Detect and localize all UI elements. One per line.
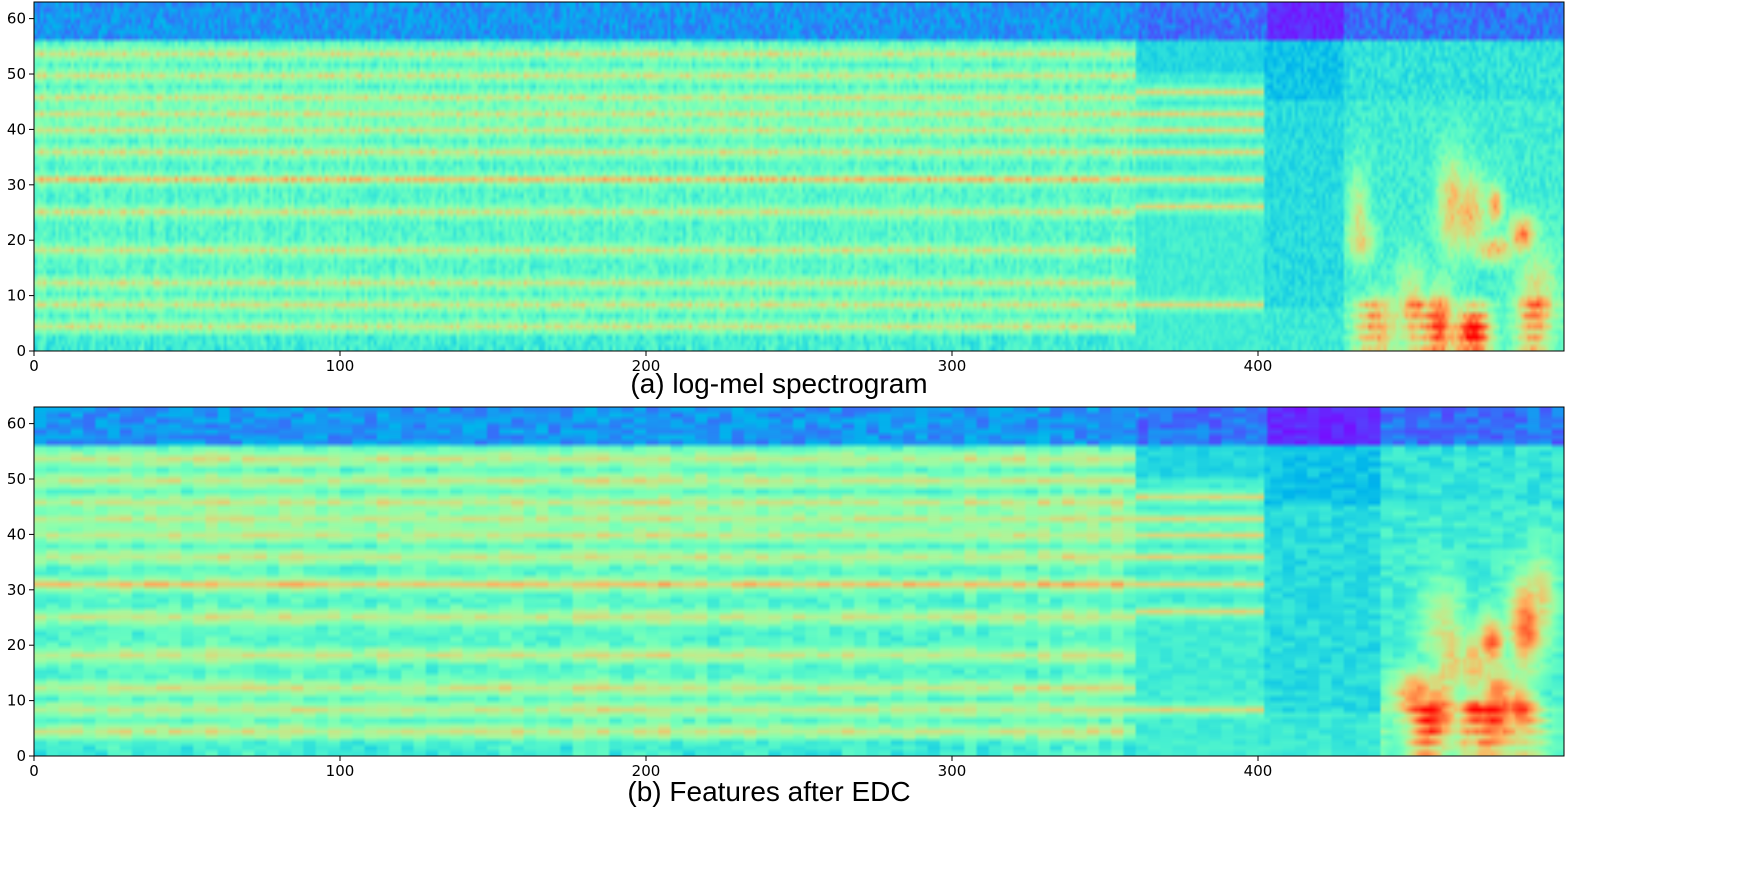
y-tick-label: 40	[7, 525, 26, 543]
caption-a: (a) log-mel spectrogram	[630, 368, 927, 399]
plot-frame-a	[33, 1, 1565, 352]
plot-frame-b	[33, 406, 1565, 757]
y-tick-label: 0	[16, 342, 26, 360]
panel-a: 0 100 200 300 400 0 10 20 30 40 50 60 (a) log-mel …	[7, 1, 1565, 399]
panel-b: 0 100 200 300 400 0 10 20 30 40 50 60 (b) Features…	[7, 406, 1565, 807]
features-heatmap-b	[34, 407, 1564, 756]
caption-b: (b) Features after EDC	[627, 776, 910, 807]
y-tick-label: 60	[7, 10, 26, 28]
x-tick-label: 100	[326, 762, 355, 780]
y-axis-ticks-b: 0 10 20 30 40 50 60	[7, 415, 34, 765]
x-tick-label: 300	[938, 762, 967, 780]
x-tick-label: 200	[632, 357, 661, 375]
y-tick-label: 30	[7, 581, 26, 599]
y-tick-label: 60	[7, 415, 26, 433]
x-tick-label: 400	[1244, 357, 1273, 375]
y-axis-ticks-a: 0 10 20 30 40 50 60	[7, 10, 34, 360]
x-tick-label: 0	[29, 357, 39, 375]
x-tick-label: 300	[938, 357, 967, 375]
y-tick-label: 50	[7, 65, 26, 83]
y-tick-label: 50	[7, 470, 26, 488]
x-tick-label: 200	[632, 762, 661, 780]
x-tick-label: 100	[326, 357, 355, 375]
y-tick-label: 20	[7, 231, 26, 249]
y-tick-label: 20	[7, 636, 26, 654]
y-tick-label: 10	[7, 692, 26, 710]
x-tick-label: 0	[29, 762, 39, 780]
x-axis-ticks-b: 0 100 200 300 400	[29, 756, 1272, 780]
x-tick-label: 400	[1244, 762, 1273, 780]
y-tick-label: 40	[7, 120, 26, 138]
y-tick-label: 0	[16, 747, 26, 765]
x-axis-ticks-a: 0 100 200 300 400	[29, 351, 1272, 375]
y-tick-label: 30	[7, 176, 26, 194]
y-tick-label: 10	[7, 287, 26, 305]
spectrogram-heatmap-a	[34, 2, 1564, 351]
